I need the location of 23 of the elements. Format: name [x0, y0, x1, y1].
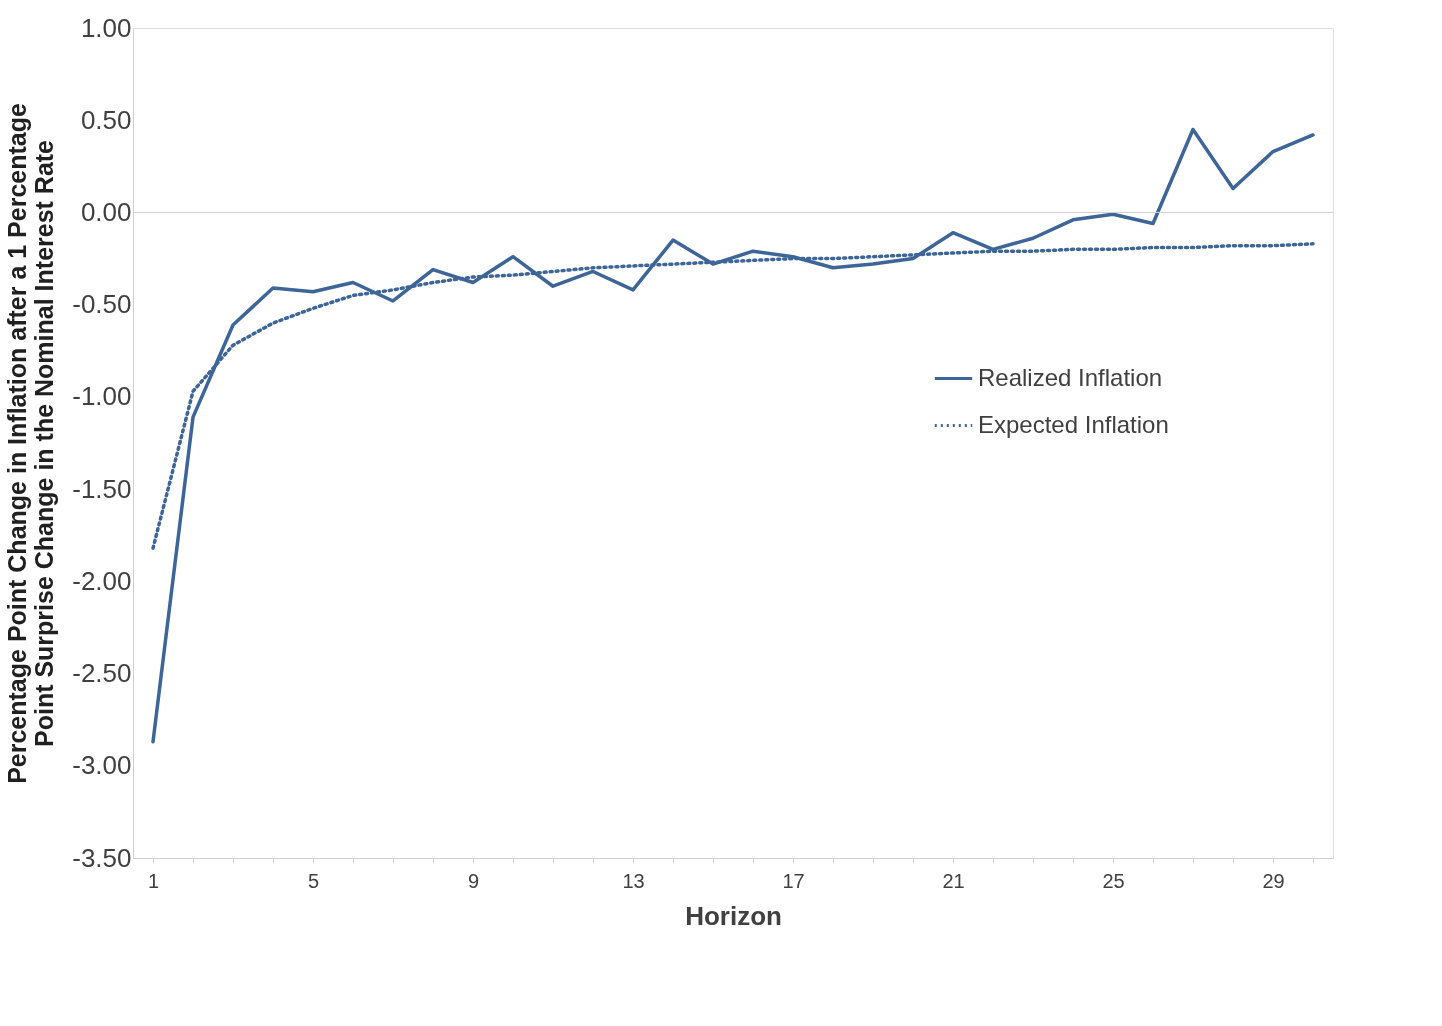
legend-label: Expected Inflation [978, 410, 1169, 438]
x-tick-label: 17 [782, 869, 805, 892]
line-series [151, 127, 1315, 744]
x-tick-label: 13 [622, 869, 645, 892]
y-tick-label: 0.50 [80, 104, 132, 135]
x-tick-label: 9 [467, 869, 480, 892]
y-tick-label: -1.50 [72, 473, 132, 504]
x-axis-title: Horizon [685, 900, 782, 931]
y-tick-label: -3.00 [72, 750, 132, 781]
y-tick-label: 0.00 [80, 196, 132, 227]
x-tick-label: 25 [1102, 869, 1125, 892]
x-tick-label: 5 [307, 869, 320, 892]
y-axis-title: Percentage Point Change in Inflation after a 1 Percentage Point Surprise Change in the Nominal Interest Rate [3, 103, 59, 784]
x-tick-label: 21 [942, 869, 965, 892]
y-tick-label: -2.50 [72, 658, 132, 689]
y-tick-label: -0.50 [72, 289, 132, 320]
x-tick-label: 29 [1262, 869, 1285, 892]
legend-label: Realized Inflation [978, 363, 1163, 391]
x-tick-label: 1 [147, 869, 160, 892]
y-tick-label: 1.00 [80, 12, 132, 43]
y-tick-label: -1.00 [72, 381, 132, 412]
y-tick-label: -3.50 [72, 842, 132, 873]
y-tick-label: -2.00 [72, 565, 132, 596]
